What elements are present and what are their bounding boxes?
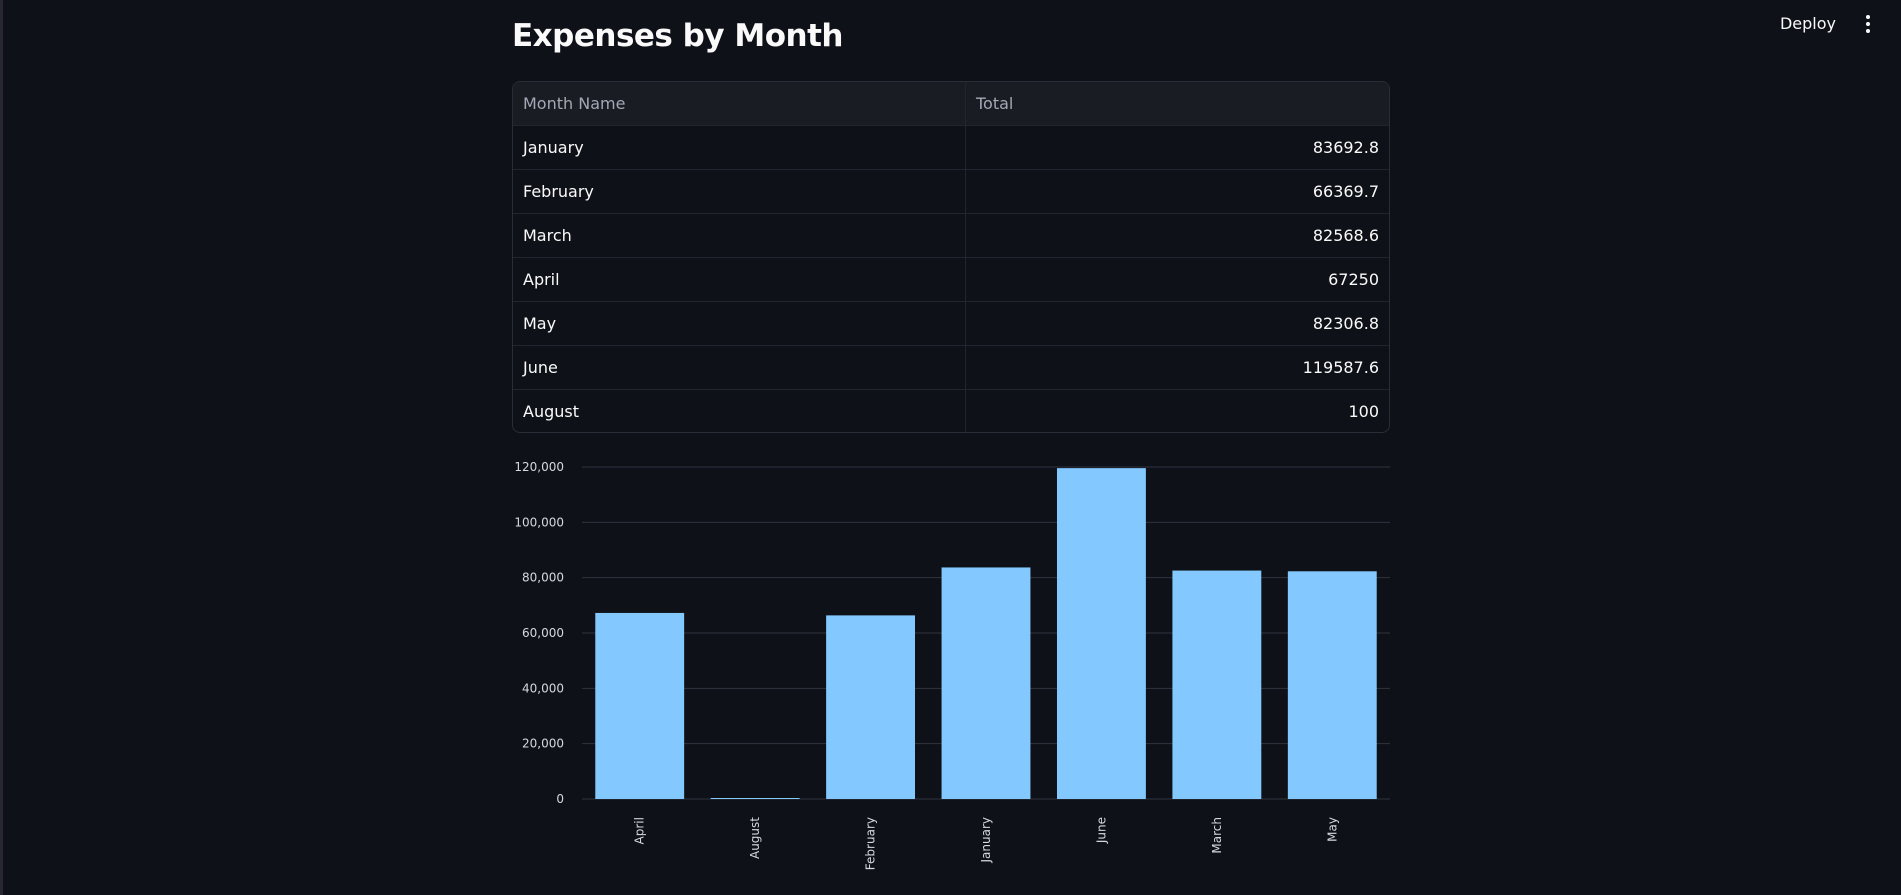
expenses-table[interactable]: Month Name Total January 83692.8 Februar… — [512, 81, 1390, 433]
table-row: January 83692.8 — [513, 126, 1389, 170]
cell-total[interactable]: 82568.6 — [1312, 226, 1379, 245]
x-tick-label: January — [979, 817, 993, 864]
y-tick-label: 100,000 — [514, 515, 564, 529]
y-tick-label: 80,000 — [522, 571, 564, 585]
bar[interactable] — [595, 612, 685, 799]
app-header: Deploy — [0, 0, 1901, 48]
cell-total[interactable]: 82306.8 — [1312, 314, 1379, 333]
cell-total[interactable]: 66369.7 — [1312, 182, 1379, 201]
column-header-total[interactable]: Total — [976, 94, 1014, 113]
table-row: April 67250 — [513, 258, 1389, 302]
cell-month-name[interactable]: January — [513, 126, 966, 169]
page-title: Expenses by Month — [512, 18, 843, 54]
expenses-bar-chart[interactable]: 0 20,000 40,000 60,000 80,000 100,000 120,000 A… — [512, 450, 1390, 890]
cell-month-name[interactable]: June — [513, 346, 966, 389]
x-tick-label: March — [1210, 817, 1224, 854]
cell-total[interactable]: 100 — [1348, 402, 1379, 421]
main-menu-icon[interactable] — [1859, 12, 1877, 36]
table-row: August 100 — [513, 390, 1389, 432]
cell-month-name[interactable]: April — [513, 258, 966, 301]
table-row: June 119587.6 — [513, 346, 1389, 390]
bar[interactable] — [710, 798, 800, 799]
cell-month-name[interactable]: March — [513, 214, 966, 257]
bar-chart-svg[interactable]: 0 20,000 40,000 60,000 80,000 100,000 120,000 A… — [512, 450, 1390, 890]
bar[interactable] — [826, 615, 916, 799]
y-tick-label: 20,000 — [522, 737, 564, 751]
y-tick-label: 60,000 — [522, 626, 564, 640]
table-row: May 82306.8 — [513, 302, 1389, 346]
x-tick-label: May — [1325, 817, 1339, 842]
bar[interactable] — [941, 567, 1031, 799]
table-row: February 66369.7 — [513, 170, 1389, 214]
column-header-month-name[interactable]: Month Name — [513, 82, 966, 125]
x-tick-label: August — [748, 817, 762, 859]
bar[interactable] — [1287, 571, 1377, 799]
cell-month-name[interactable]: August — [513, 390, 966, 432]
cell-total[interactable]: 83692.8 — [1312, 138, 1379, 157]
x-tick-label: June — [1094, 817, 1108, 844]
bar[interactable] — [1172, 570, 1262, 799]
x-tick-label: February — [864, 817, 878, 870]
window-left-edge — [0, 0, 3, 895]
y-tick-label: 120,000 — [514, 460, 564, 474]
x-tick-label: April — [633, 817, 647, 844]
table-row: March 82568.6 — [513, 214, 1389, 258]
y-tick-label: 0 — [556, 792, 564, 806]
deploy-button[interactable]: Deploy — [1776, 12, 1840, 36]
cell-month-name[interactable]: May — [513, 302, 966, 345]
bar[interactable] — [1056, 468, 1146, 799]
table-header-row: Month Name Total — [513, 82, 1389, 126]
cell-total[interactable]: 119587.6 — [1302, 358, 1379, 377]
y-tick-label: 40,000 — [522, 681, 564, 695]
cell-total[interactable]: 67250 — [1328, 270, 1379, 289]
cell-month-name[interactable]: February — [513, 170, 966, 213]
